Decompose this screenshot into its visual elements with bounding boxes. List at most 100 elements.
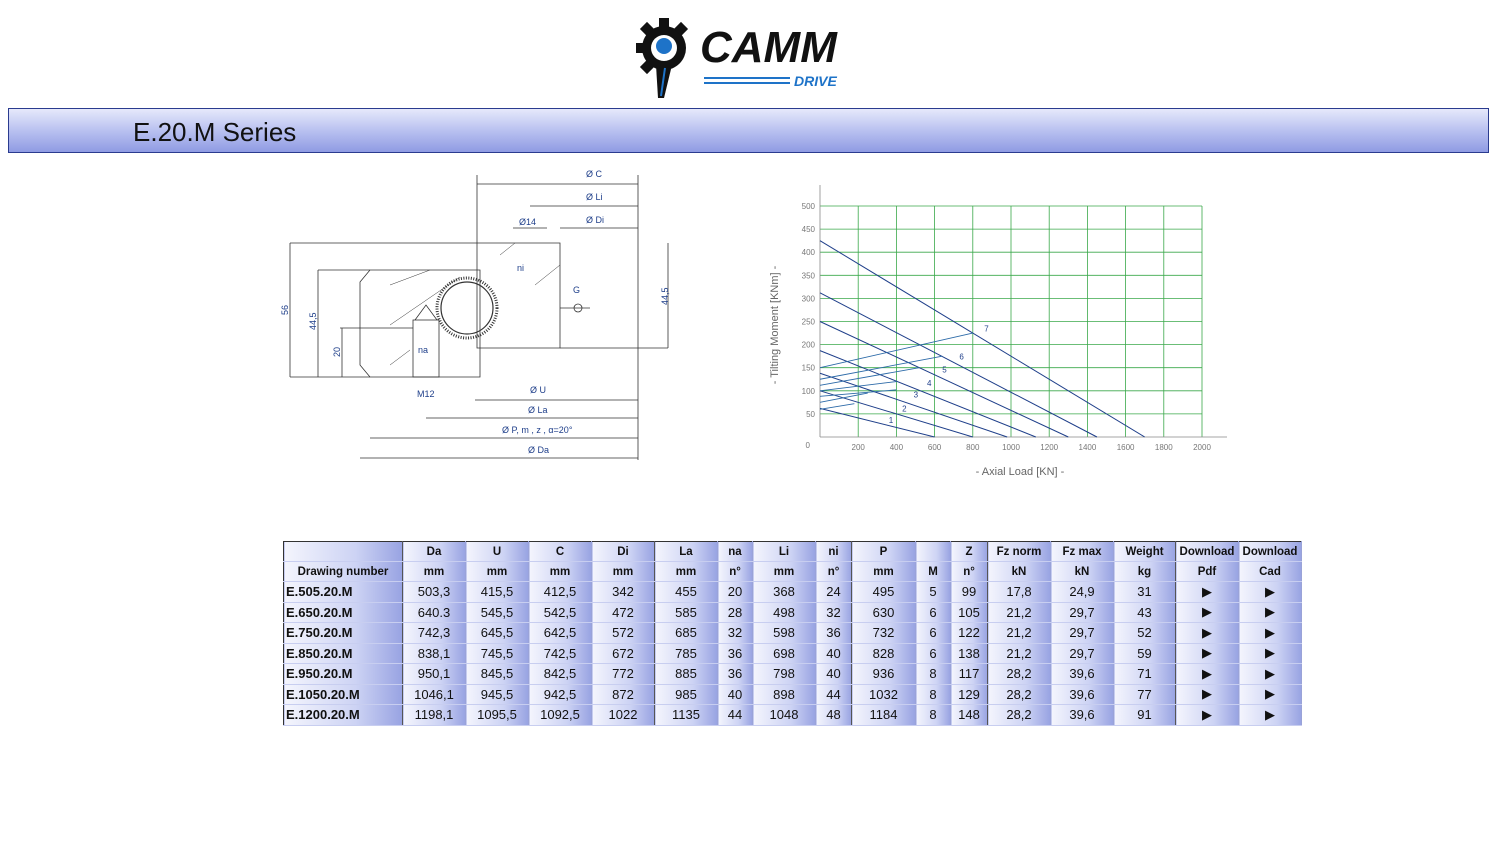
y-tick-label: 350 [802,271,816,280]
series-2-line [819,390,973,438]
download-pdf-button[interactable]: ▶ [1175,643,1239,664]
table-cell: 640.3 [402,602,466,623]
y-tick-label: 450 [802,225,816,234]
table-cell: 885 [654,663,718,685]
series-1-line [819,407,935,438]
download-cad-button[interactable]: ▶ [1238,622,1302,644]
series-6-bolt-line [819,355,943,380]
table-cell: 936 [851,663,916,685]
table-cell: 842,5 [528,663,592,685]
table-cell: 117 [950,663,988,685]
table-cell: 732 [851,622,916,644]
download-pdf-button[interactable]: ▶ [1175,663,1239,685]
table-row: E.1200.20.M 1198,1 1095,5 1092,5 1022 1135 44 1… [283,704,1302,726]
table-cell: 21,2 [987,643,1051,664]
table-cell: Di [591,541,655,562]
table-cell: mm [591,561,655,582]
table-cell: kN [987,561,1051,582]
download-pdf-button[interactable]: ▶ [1175,581,1239,603]
table-cell: 40 [717,684,753,705]
label-height-20: 20 [332,347,342,357]
table-cell: n° [815,561,852,582]
table-cell: 1198,1 [402,704,466,726]
table-cell: 59 [1113,643,1176,664]
table-cell: 31 [1113,581,1176,603]
table-cell: 36 [815,622,852,644]
table-cell: Pdf [1175,561,1239,582]
download-cad-button[interactable]: ▶ [1238,684,1302,705]
chart-ticks: 200 400 600 800 1000 1200 1400 1600 1800 20005010… [802,202,1212,452]
table-cell [283,541,403,562]
table-cell: 1022 [591,704,655,726]
table-cell: 642,5 [528,622,592,644]
download-pdf-button[interactable]: ▶ [1175,704,1239,726]
table-cell: 6 [915,622,951,644]
table-cell: M [915,561,951,582]
table-cell: 503,3 [402,581,466,603]
download-cad-button[interactable]: ▶ [1238,704,1302,726]
table-cell: 785 [654,643,718,664]
table-cell: mm [654,561,718,582]
table-cell: 1184 [851,704,916,726]
table-cell: 28,2 [987,704,1051,726]
series-5-label: 5 [942,365,947,374]
chart-grid [820,205,1203,437]
table-cell: Fz norm [987,541,1051,562]
series-1-bolt-line [819,403,855,410]
table-cell: n° [950,561,988,582]
table-row: E.950.20.M 950,1 845,5 842,5 772 885 36 798 40 93… [283,663,1302,685]
label-height-56: 56 [280,305,290,315]
y-tick-label: 400 [802,248,816,257]
series-2-label: 2 [902,405,907,414]
table-cell: 40 [815,643,852,664]
table-row: E.750.20.M 742,3 645,5 642,5 572 685 32 598 36 73… [283,622,1302,644]
table-cell: mm [851,561,916,582]
table-cell: Download [1175,541,1239,562]
table-cell: 455 [654,581,718,603]
table-cell: 772 [591,663,655,685]
table-cell: 742,5 [528,643,592,664]
table-cell: P [851,541,916,562]
download-cad-button[interactable]: ▶ [1238,663,1302,685]
drawing-number: E.750.20.M [283,622,403,644]
download-cad-button[interactable]: ▶ [1238,643,1302,664]
table-cell: La [654,541,718,562]
series-7-line [819,240,1145,438]
table-cell: 39,6 [1050,684,1114,705]
table-cell: 39,6 [1050,704,1114,726]
label-grease-nipple: G [573,285,580,295]
y-tick-label: 500 [802,202,816,211]
table-cell: 8 [915,704,951,726]
download-pdf-button[interactable]: ▶ [1175,622,1239,644]
table-cell: 368 [752,581,816,603]
table-cell: 495 [851,581,916,603]
table-cell: Fz max [1050,541,1114,562]
label-na: na [418,345,428,355]
table-cell: 685 [654,622,718,644]
table-cell: 545,5 [465,602,529,623]
table-cell: 872 [591,684,655,705]
table-row: E.650.20.M 640.3 545,5 542,5 472 585 28 498 32 63… [283,602,1302,623]
download-cad-button[interactable]: ▶ [1238,602,1302,623]
table-cell: 415,5 [465,581,529,603]
label-dia-p: Ø P, m , z , α=20° [502,425,573,435]
table-cell: 21,2 [987,622,1051,644]
table-cell: 845,5 [465,663,529,685]
table-row: E.850.20.M 838,1 745,5 742,5 672 785 36 698 40 82… [283,643,1302,664]
label-dia-da: Ø Da [528,445,549,455]
download-pdf-button[interactable]: ▶ [1175,602,1239,623]
download-cad-button[interactable]: ▶ [1238,581,1302,603]
download-pdf-button[interactable]: ▶ [1175,684,1239,705]
table-cell: 77 [1113,684,1176,705]
table-cell: 645,5 [465,622,529,644]
table-cell: 1032 [851,684,916,705]
series-7-label: 7 [984,325,989,334]
table-cell: 44 [717,704,753,726]
table-cell: 1092,5 [528,704,592,726]
label-dia-li: Ø Li [586,192,603,202]
label-dia-c: Ø C [586,169,603,179]
table-cell: 138 [950,643,988,664]
label-m12: M12 [417,389,435,399]
